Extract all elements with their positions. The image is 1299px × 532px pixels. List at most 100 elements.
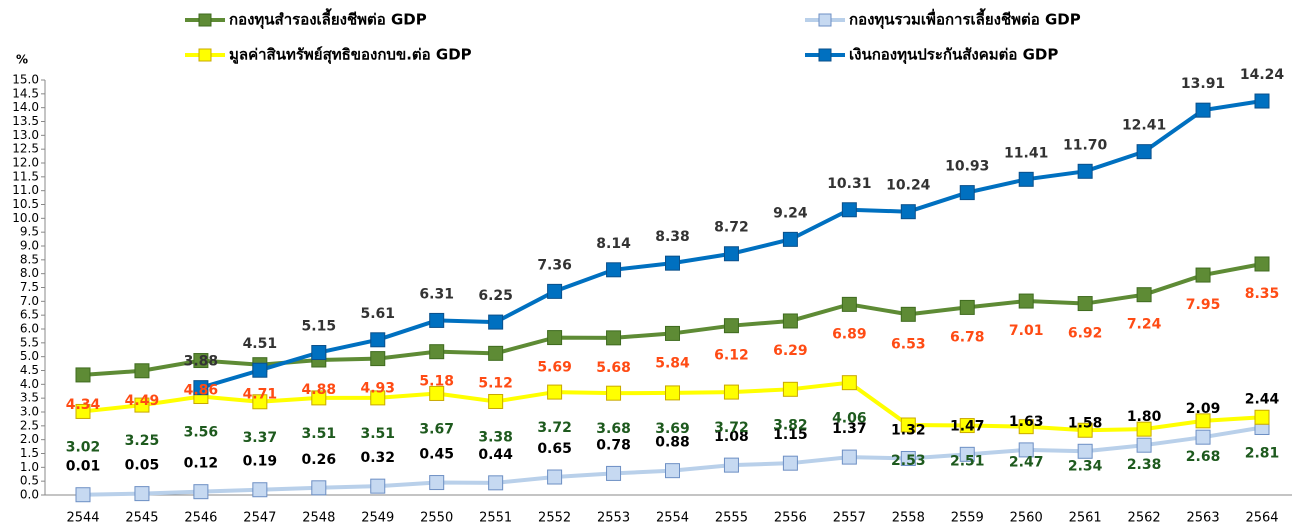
data-label: 6.53 <box>891 336 926 352</box>
y-axis-label: % <box>16 53 28 67</box>
y-tick-label: 1.5 <box>20 446 39 460</box>
y-tick-label: 8.0 <box>20 266 39 280</box>
legend-label: มูลค่าสินทรัพย์สุทธิของกบข.ต่อ GDP <box>229 46 472 65</box>
data-label: 0.44 <box>478 447 513 463</box>
marker <box>252 362 268 378</box>
marker <box>959 185 975 201</box>
y-tick-label: 1.0 <box>20 460 39 474</box>
data-label: 0.78 <box>596 437 631 453</box>
y-tick-label: 6.0 <box>20 322 39 336</box>
data-label: 0.05 <box>125 458 160 474</box>
data-label: 8.72 <box>714 220 749 236</box>
y-tick-label: 9.0 <box>20 239 39 253</box>
y-tick-label: 9.5 <box>20 225 39 239</box>
legend-label: เงินกองทุนประกันสังคมต่อ GDP <box>849 46 1058 65</box>
data-label: 4.88 <box>302 382 337 398</box>
marker <box>606 465 622 481</box>
marker <box>606 330 622 346</box>
data-label: 2.38 <box>1127 457 1162 473</box>
data-label: 7.24 <box>1127 317 1162 333</box>
marker <box>370 478 386 494</box>
marker <box>1254 409 1270 425</box>
data-label: 1.37 <box>832 421 867 437</box>
marker <box>900 306 916 322</box>
marker <box>1195 267 1211 283</box>
x-tick-label: 2560 <box>1010 511 1043 526</box>
data-label: 0.65 <box>537 441 572 457</box>
data-label: 8.38 <box>655 229 690 245</box>
marker <box>900 417 916 433</box>
x-tick-label: 2544 <box>66 511 99 526</box>
x-tick-label: 2549 <box>361 511 394 526</box>
x-tick-label: 2555 <box>715 511 748 526</box>
data-label: 14.24 <box>1240 67 1285 83</box>
marker <box>547 384 563 400</box>
data-label: 1.63 <box>1009 414 1044 430</box>
y-tick-label: 13.0 <box>12 128 39 142</box>
marker <box>488 345 504 361</box>
data-label: 4.34 <box>66 397 101 413</box>
marker <box>1077 443 1093 459</box>
legend-label: กองทุนรวมเพื่อการเลี้ยงชีพต่อ GDP <box>849 8 1081 30</box>
data-label: 2.47 <box>1009 455 1044 471</box>
x-tick-label: 2554 <box>656 511 689 526</box>
data-label: 4.51 <box>243 336 278 352</box>
marker <box>134 486 150 502</box>
data-label: 11.70 <box>1063 137 1108 153</box>
marker <box>665 463 680 479</box>
data-label: 0.88 <box>655 435 690 451</box>
data-label: 0.12 <box>184 456 219 472</box>
x-tick-label: 2556 <box>774 511 807 526</box>
x-tick-label: 2548 <box>302 511 335 526</box>
marker <box>311 390 327 406</box>
marker <box>1018 442 1034 458</box>
marker <box>488 475 504 491</box>
data-label: 6.78 <box>950 329 985 345</box>
data-label: 5.15 <box>302 319 337 335</box>
marker <box>1254 256 1270 272</box>
marker <box>606 262 622 278</box>
marker <box>1136 144 1152 160</box>
data-label: 5.69 <box>537 360 572 376</box>
marker <box>547 469 563 485</box>
data-label: 3.51 <box>302 426 337 442</box>
data-label: 2.81 <box>1245 445 1280 461</box>
marker <box>1077 163 1093 179</box>
data-label: 5.68 <box>596 360 631 376</box>
data-label: 3.69 <box>655 421 690 437</box>
legend-marker <box>198 13 212 27</box>
data-label: 10.31 <box>827 176 871 192</box>
marker <box>1195 413 1211 429</box>
marker <box>723 246 739 262</box>
y-tick-label: 11.0 <box>12 183 39 197</box>
x-tick-label: 2564 <box>1245 511 1278 526</box>
marker <box>193 353 209 369</box>
y-tick-label: 6.5 <box>20 308 39 322</box>
data-label: 12.41 <box>1122 118 1166 134</box>
data-label: 3.67 <box>419 421 454 437</box>
y-tick-label: 14.0 <box>12 100 39 114</box>
marker <box>488 393 504 409</box>
marker <box>1077 422 1093 438</box>
marker <box>429 344 445 360</box>
marker <box>841 449 857 465</box>
x-tick-label: 2561 <box>1069 511 1102 526</box>
legend-marker <box>818 48 832 62</box>
marker <box>252 394 268 410</box>
x-tick-label: 2558 <box>892 511 925 526</box>
marker <box>665 325 680 341</box>
marker <box>900 450 916 466</box>
data-label: 0.01 <box>66 459 101 475</box>
x-tick-label: 2562 <box>1128 511 1161 526</box>
marker <box>1077 296 1093 312</box>
marker <box>665 255 680 271</box>
data-label: 3.51 <box>360 426 395 442</box>
marker <box>134 397 150 413</box>
marker <box>782 231 798 247</box>
data-label: 8.14 <box>596 236 631 252</box>
data-label: 0.32 <box>360 450 395 466</box>
y-tick-label: 10.0 <box>12 211 39 225</box>
data-label: 2.68 <box>1186 449 1221 465</box>
y-tick-label: 12.5 <box>12 142 39 156</box>
marker <box>1254 93 1270 109</box>
